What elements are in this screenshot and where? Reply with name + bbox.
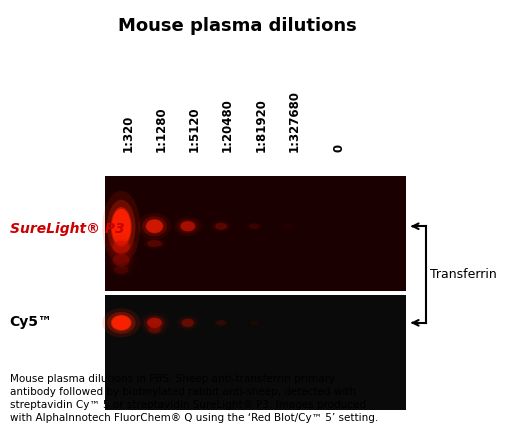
Ellipse shape (147, 318, 162, 328)
Ellipse shape (248, 223, 260, 229)
Text: Mouse plasma dilutions: Mouse plasma dilutions (118, 18, 357, 35)
Ellipse shape (113, 254, 130, 266)
Ellipse shape (144, 239, 165, 248)
Text: Transferrin: Transferrin (430, 268, 497, 281)
Ellipse shape (148, 326, 161, 333)
Ellipse shape (144, 315, 165, 330)
Ellipse shape (249, 320, 259, 325)
Text: 1:5120: 1:5120 (188, 107, 201, 152)
Ellipse shape (102, 308, 140, 337)
Text: Mouse plasma dilutions in PBS. Sheep anti-transferrin primary
antibody followed : Mouse plasma dilutions in PBS. Sheep ant… (10, 374, 378, 423)
Text: 1:327680: 1:327680 (288, 90, 300, 152)
Ellipse shape (102, 191, 140, 263)
Ellipse shape (112, 316, 131, 330)
Ellipse shape (148, 326, 161, 333)
Ellipse shape (145, 325, 164, 335)
Text: 1:1280: 1:1280 (155, 107, 168, 152)
Ellipse shape (107, 200, 135, 254)
Ellipse shape (114, 265, 129, 274)
Ellipse shape (140, 313, 169, 333)
Text: 1:81920: 1:81920 (255, 98, 267, 152)
Ellipse shape (146, 240, 163, 247)
Ellipse shape (283, 224, 292, 228)
Ellipse shape (109, 238, 134, 256)
Text: Cy5™: Cy5™ (10, 315, 53, 329)
Ellipse shape (111, 264, 132, 276)
Ellipse shape (111, 315, 132, 331)
Ellipse shape (249, 224, 260, 229)
Text: SureLight® P3: SureLight® P3 (10, 222, 124, 236)
Ellipse shape (177, 219, 198, 234)
Ellipse shape (105, 235, 138, 259)
Ellipse shape (146, 318, 163, 328)
Ellipse shape (111, 207, 132, 247)
Ellipse shape (181, 318, 194, 327)
Ellipse shape (114, 266, 128, 274)
Ellipse shape (174, 216, 202, 236)
Ellipse shape (113, 241, 130, 253)
Text: 0: 0 (333, 144, 346, 152)
Bar (105, 295, 407, 410)
Ellipse shape (215, 223, 228, 230)
Ellipse shape (146, 220, 163, 233)
Text: 1:320: 1:320 (121, 115, 134, 152)
Text: 1:20480: 1:20480 (221, 98, 234, 152)
Ellipse shape (282, 224, 293, 229)
Bar (105, 176, 407, 291)
Ellipse shape (145, 219, 164, 234)
Ellipse shape (138, 213, 171, 239)
Ellipse shape (216, 320, 226, 326)
Ellipse shape (216, 320, 226, 325)
Ellipse shape (112, 254, 130, 267)
Ellipse shape (112, 240, 130, 254)
Ellipse shape (181, 221, 195, 231)
Ellipse shape (180, 221, 195, 232)
Ellipse shape (107, 312, 135, 334)
Ellipse shape (142, 216, 167, 236)
Ellipse shape (182, 319, 194, 327)
Ellipse shape (212, 221, 230, 231)
Ellipse shape (215, 223, 227, 229)
Ellipse shape (109, 251, 134, 269)
Ellipse shape (179, 317, 197, 329)
Ellipse shape (147, 240, 162, 247)
Ellipse shape (250, 321, 259, 325)
Ellipse shape (112, 209, 131, 245)
